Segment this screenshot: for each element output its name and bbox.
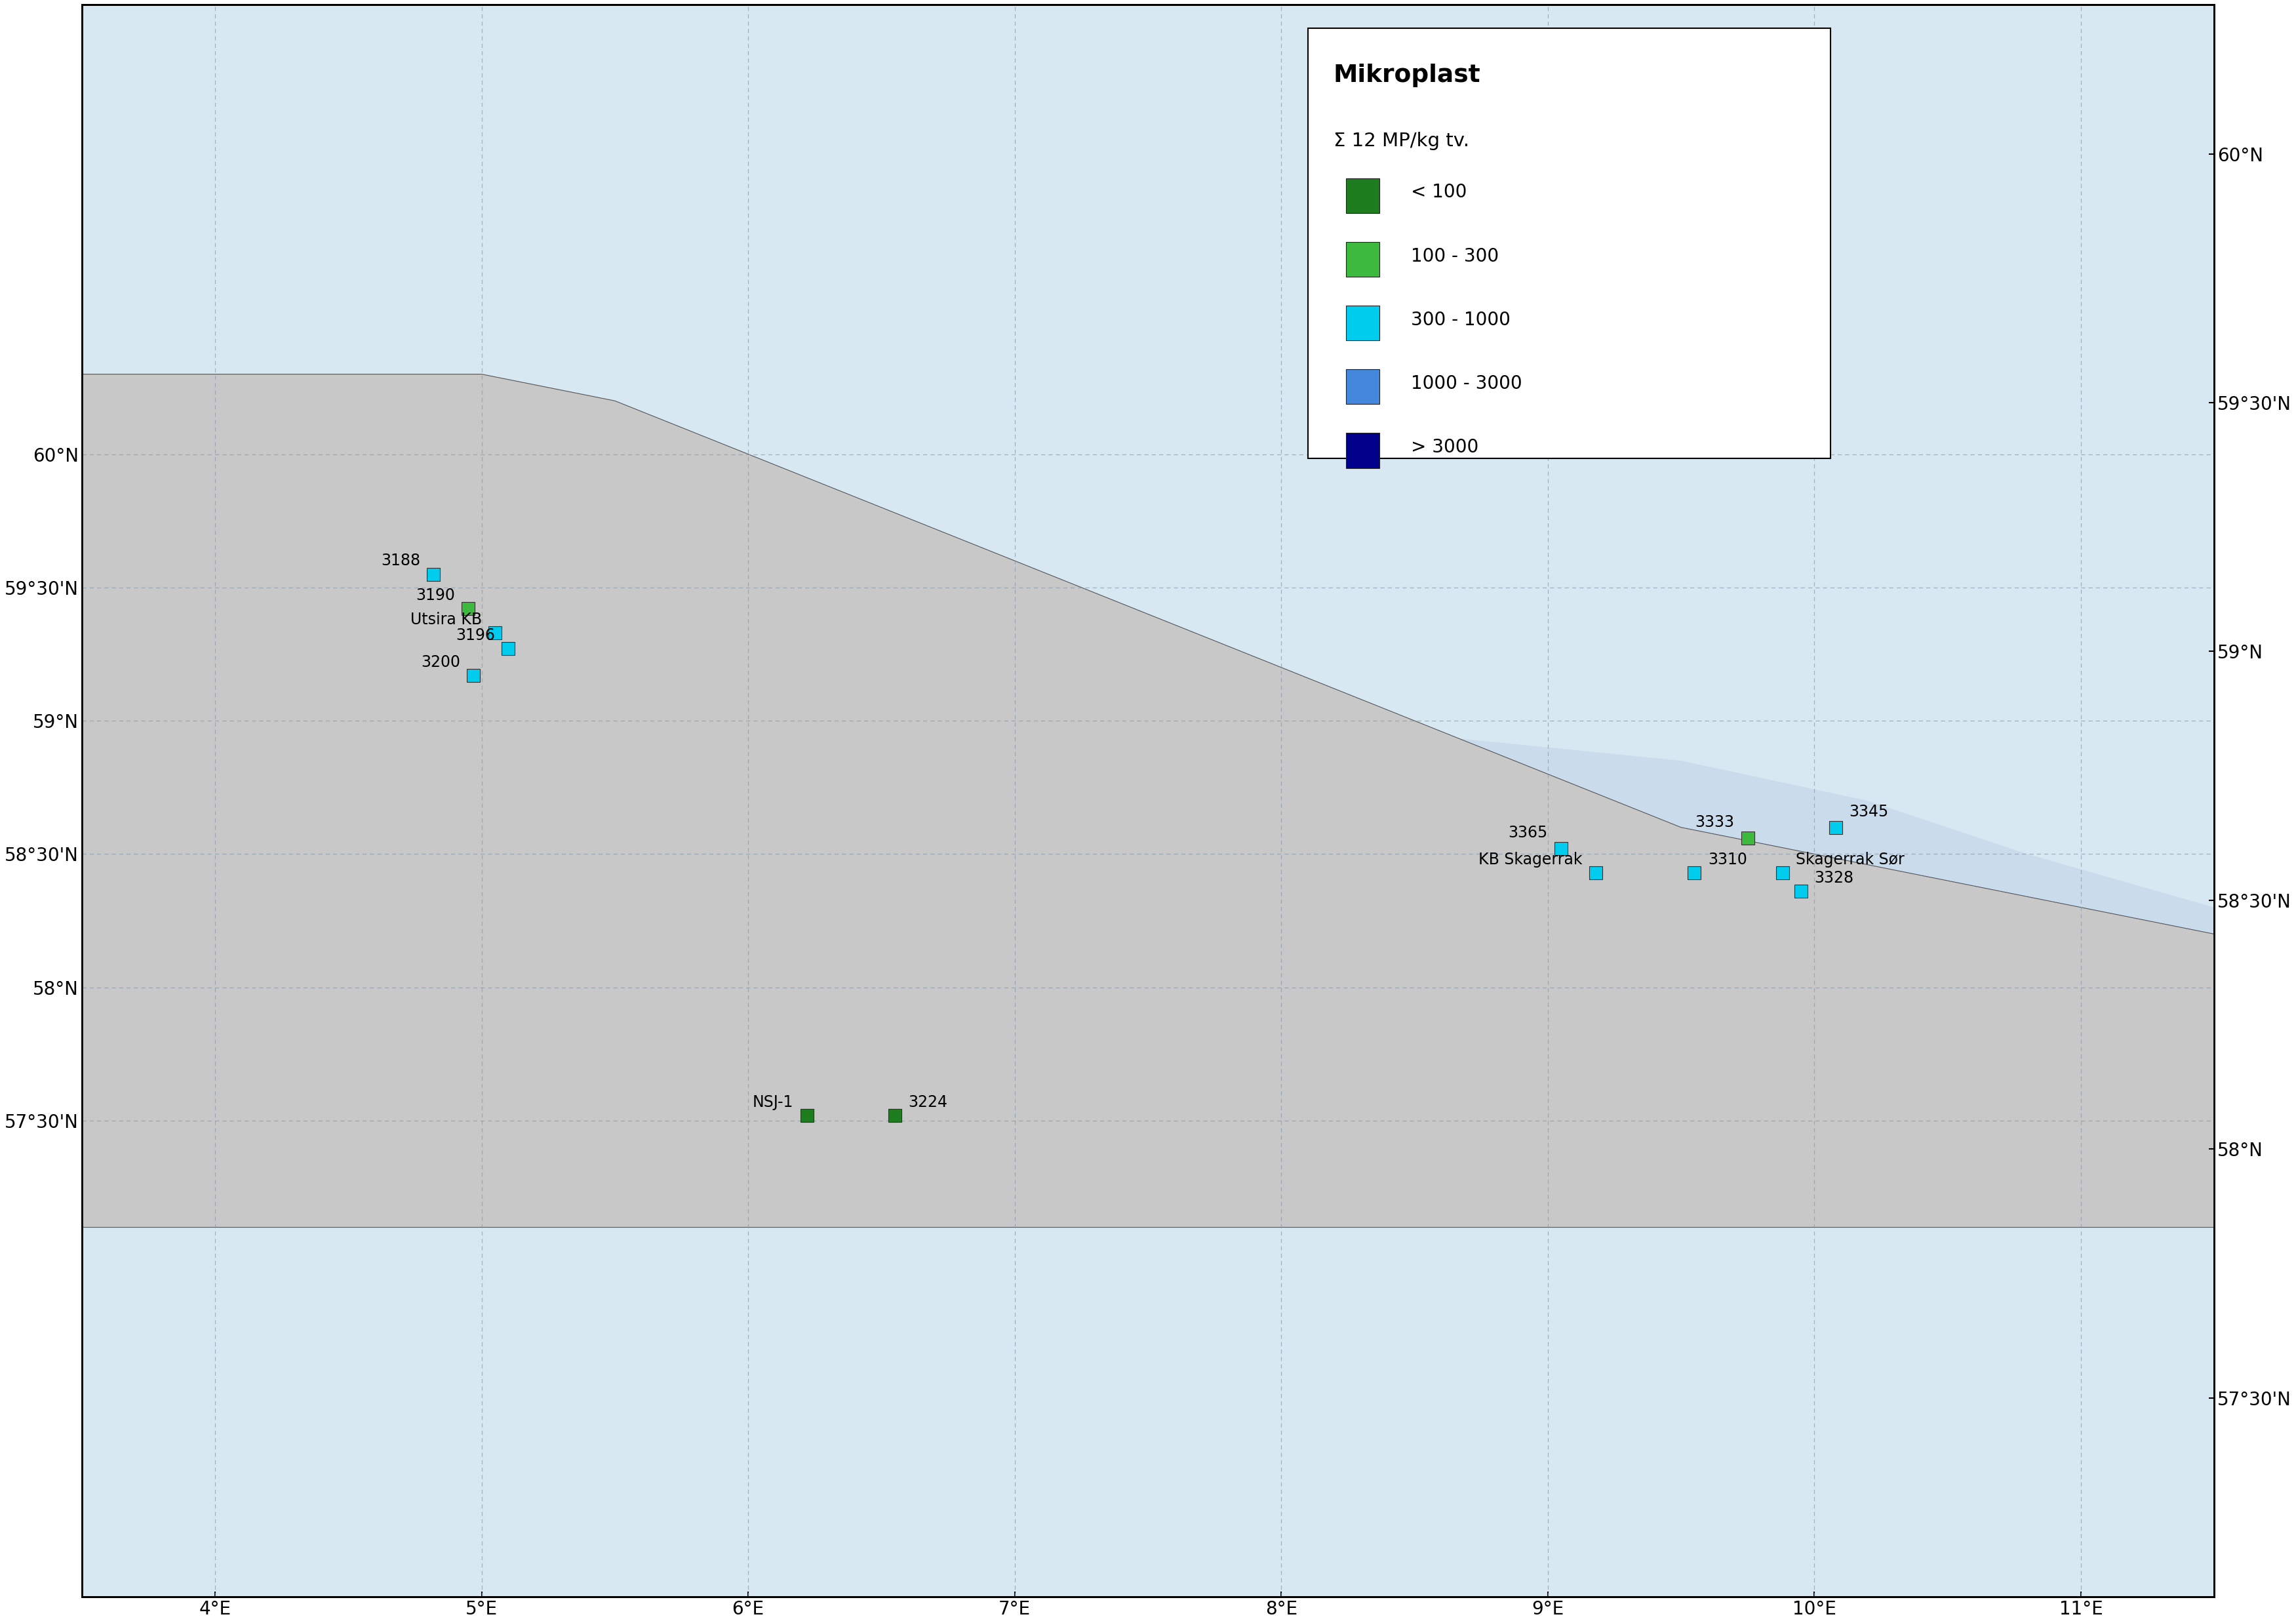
Text: 3224: 3224: [909, 1094, 948, 1110]
Text: 3345: 3345: [1848, 803, 1890, 820]
Text: Σ 12 MP/kg tv.: Σ 12 MP/kg tv.: [1334, 131, 1469, 151]
Text: 3328: 3328: [1814, 870, 1853, 886]
Text: 3333: 3333: [1694, 815, 1733, 829]
Text: KB Skagerrak: KB Skagerrak: [1479, 852, 1582, 867]
Polygon shape: [83, 375, 2213, 1227]
FancyBboxPatch shape: [1345, 242, 1380, 278]
FancyBboxPatch shape: [1345, 179, 1380, 213]
Polygon shape: [1015, 828, 2213, 1227]
FancyBboxPatch shape: [1345, 368, 1380, 404]
Text: 300 - 1000: 300 - 1000: [1412, 310, 1511, 329]
Text: > 3000: > 3000: [1412, 438, 1479, 456]
FancyBboxPatch shape: [1345, 433, 1380, 467]
Text: 3310: 3310: [1708, 852, 1747, 867]
Text: Utsira KB: Utsira KB: [411, 612, 482, 628]
FancyBboxPatch shape: [1345, 305, 1380, 341]
Polygon shape: [83, 734, 2213, 1227]
Text: 1000 - 3000: 1000 - 3000: [1412, 375, 1522, 393]
Text: NSJ-1: NSJ-1: [753, 1094, 794, 1110]
Text: Skagerrak Sør: Skagerrak Sør: [1795, 852, 1903, 867]
Text: 3200: 3200: [420, 654, 459, 670]
Text: < 100: < 100: [1412, 183, 1467, 201]
Text: 3190: 3190: [416, 588, 455, 604]
Text: 3196: 3196: [455, 628, 496, 643]
FancyBboxPatch shape: [1309, 29, 1830, 458]
Text: 3365: 3365: [1508, 824, 1548, 841]
Text: 3188: 3188: [381, 553, 420, 568]
Text: Mikroplast: Mikroplast: [1334, 63, 1481, 88]
Text: 100 - 300: 100 - 300: [1412, 247, 1499, 265]
